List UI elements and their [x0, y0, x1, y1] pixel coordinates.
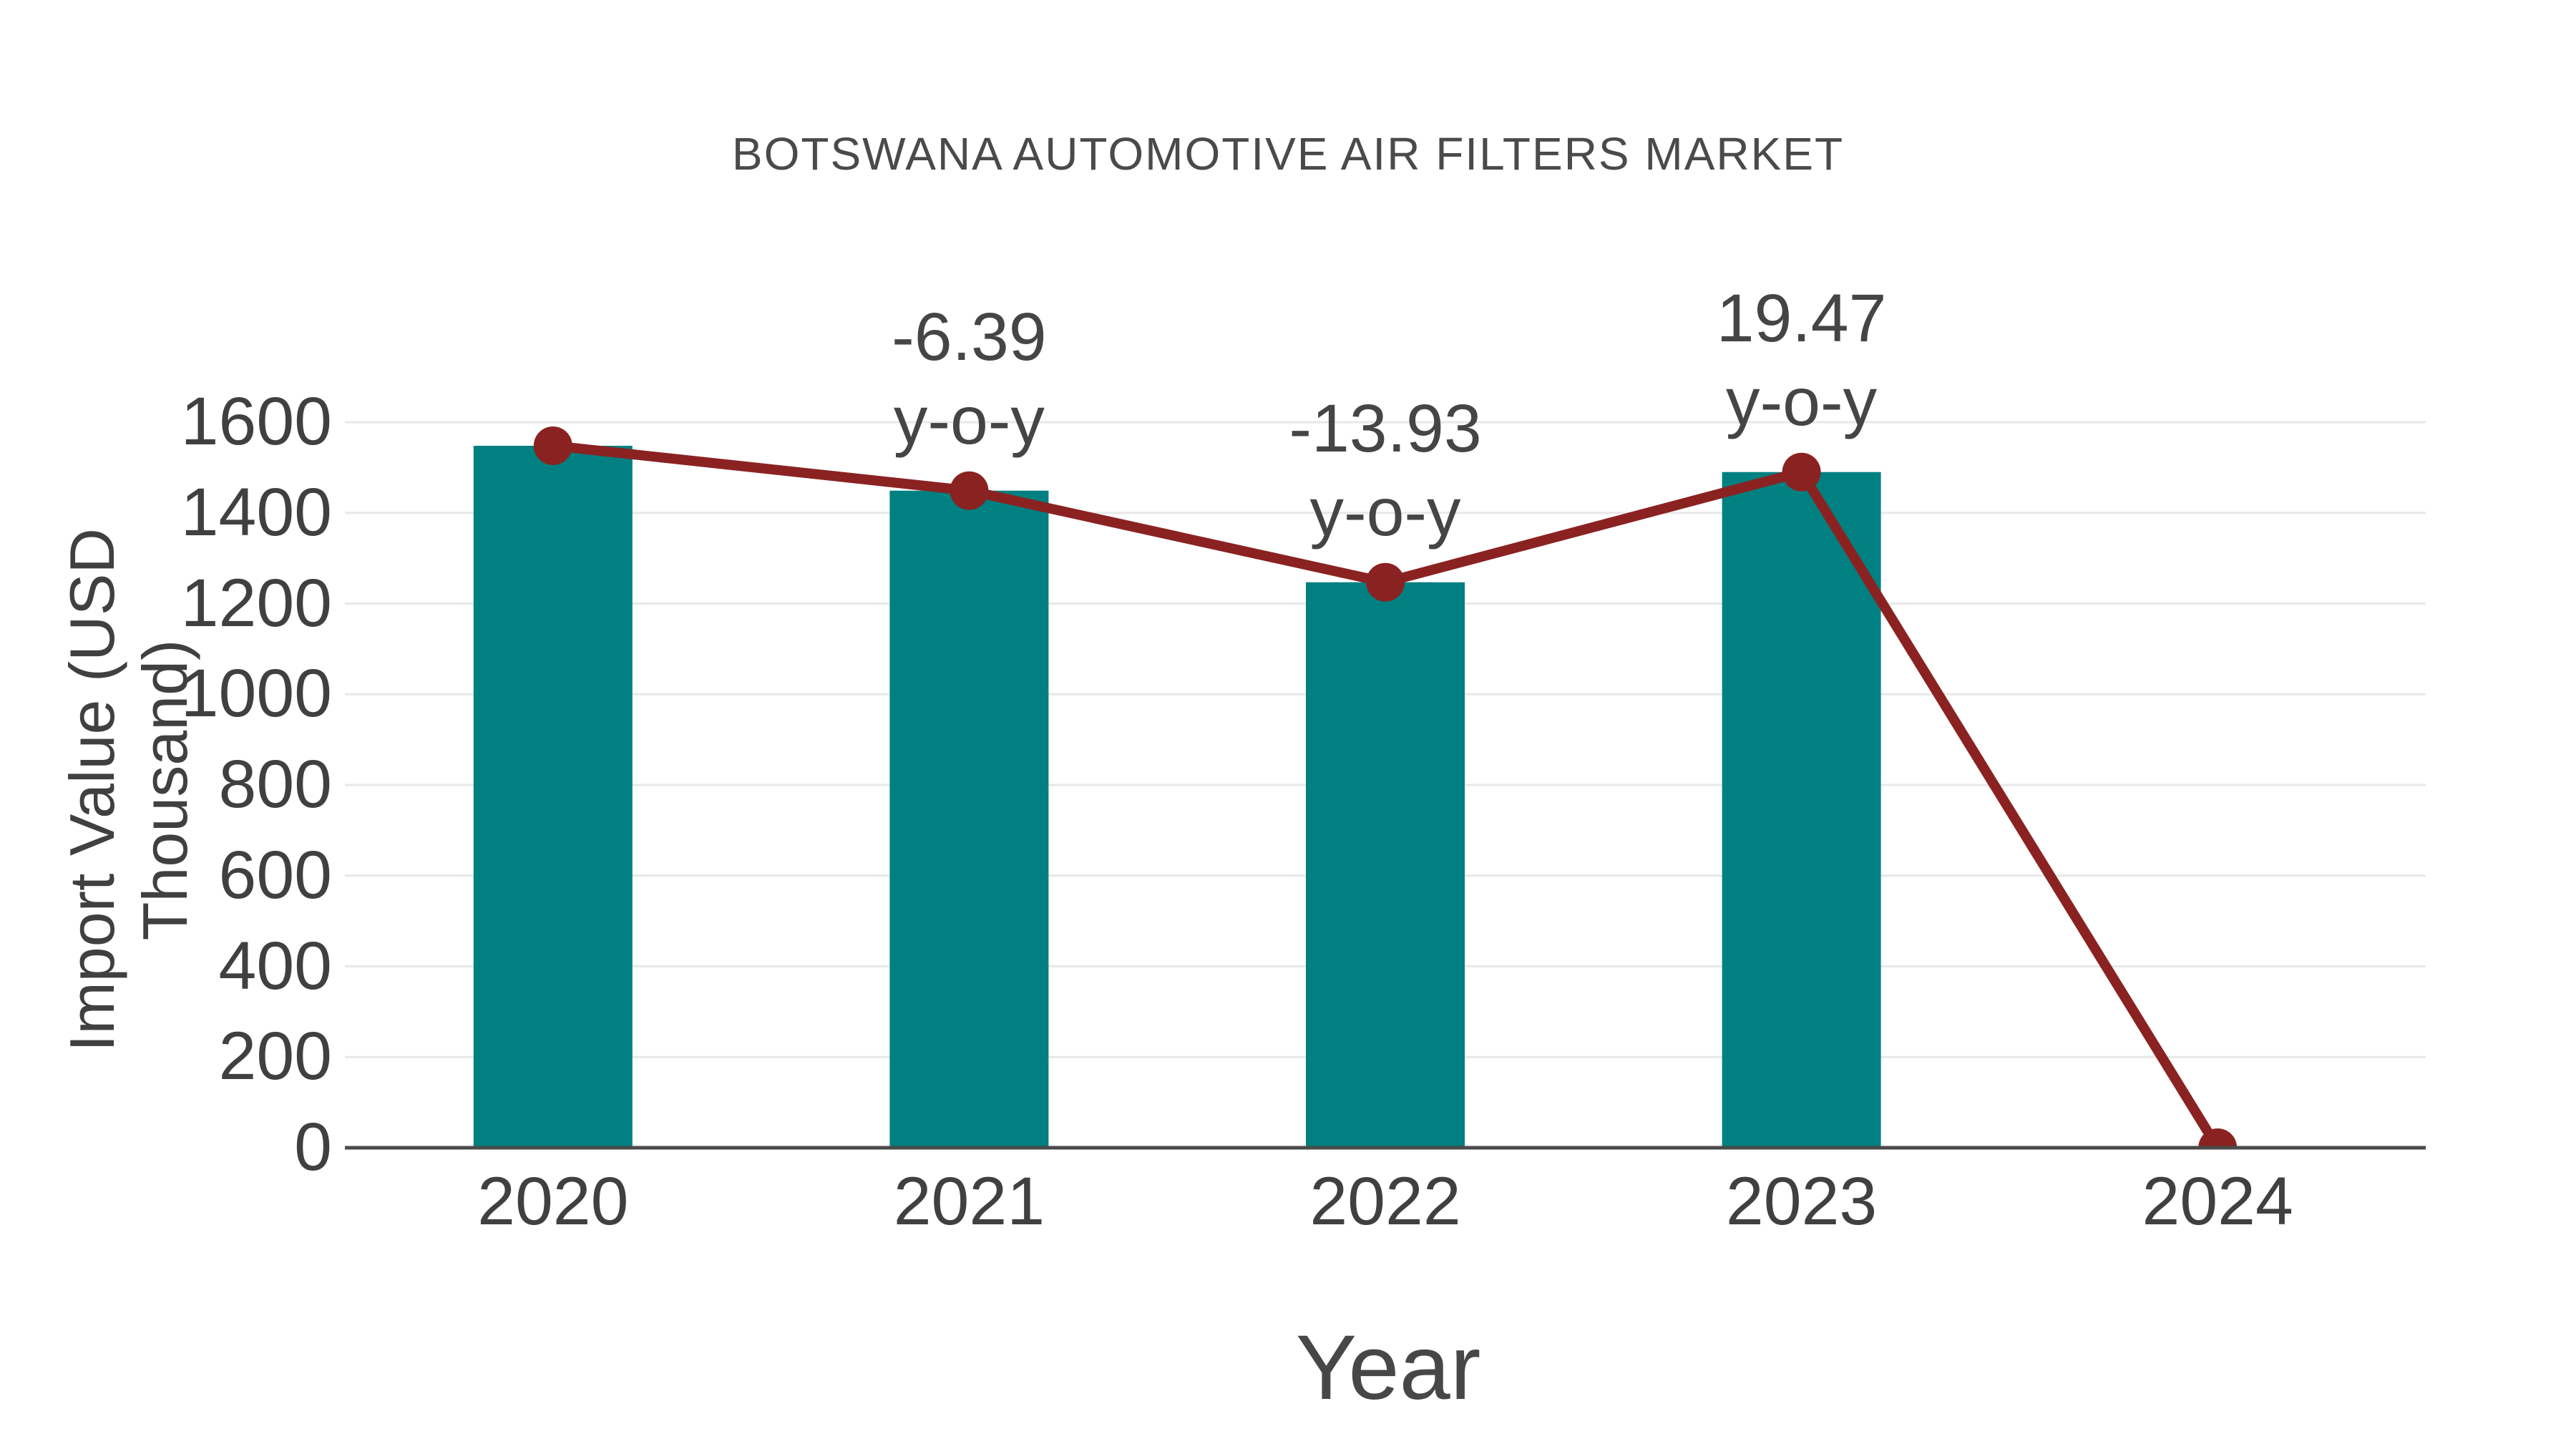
annotation-value-2023: 19.47 [1716, 280, 1887, 356]
y-tick-600: 600 [218, 836, 332, 913]
bar-2020[interactable] [473, 445, 633, 1148]
y-tick-0: 0 [294, 1109, 332, 1185]
bar-2023[interactable] [1722, 472, 1881, 1148]
x-tick-2020: 2020 [477, 1163, 629, 1239]
y-tick-1400: 1400 [180, 474, 332, 550]
y-tick-400: 400 [218, 927, 332, 1004]
bar-2022[interactable] [1306, 582, 1465, 1148]
annotation-value-2022: -13.93 [1289, 390, 1482, 467]
marker-2024[interactable] [2198, 1128, 2238, 1167]
y-tick-1000: 1000 [180, 655, 332, 732]
y-tick-1600: 1600 [180, 384, 332, 459]
annotation-yoy-2022: y-o-y [1309, 474, 1461, 550]
y-axis-title: Import Value (USD Thousand) [57, 528, 200, 1052]
marker-2023[interactable] [1782, 452, 1821, 492]
chart-title: BOTSWANA AUTOMOTIVE AIR FILTERS MARKET [731, 128, 1845, 180]
marker-2020[interactable] [533, 426, 572, 465]
x-tick-2023: 2023 [1725, 1163, 1878, 1239]
y-tick-800: 800 [218, 746, 332, 822]
annotation-yoy-2021: y-o-y [893, 382, 1045, 459]
x-tick-2024: 2024 [2142, 1163, 2293, 1239]
annotation-value-2021: -6.39 [892, 298, 1047, 375]
annotation-yoy-2023: y-o-y [1726, 364, 1878, 440]
x-axis-title: Year [1295, 1317, 1481, 1419]
marker-2022[interactable] [1366, 562, 1405, 602]
y-tick-200: 200 [218, 1018, 332, 1095]
bar-2021[interactable] [889, 490, 1049, 1148]
marker-2021[interactable] [950, 471, 989, 510]
x-tick-2021: 2021 [893, 1163, 1045, 1239]
y-tick-1200: 1200 [180, 565, 332, 641]
x-tick-2022: 2022 [1309, 1163, 1461, 1239]
